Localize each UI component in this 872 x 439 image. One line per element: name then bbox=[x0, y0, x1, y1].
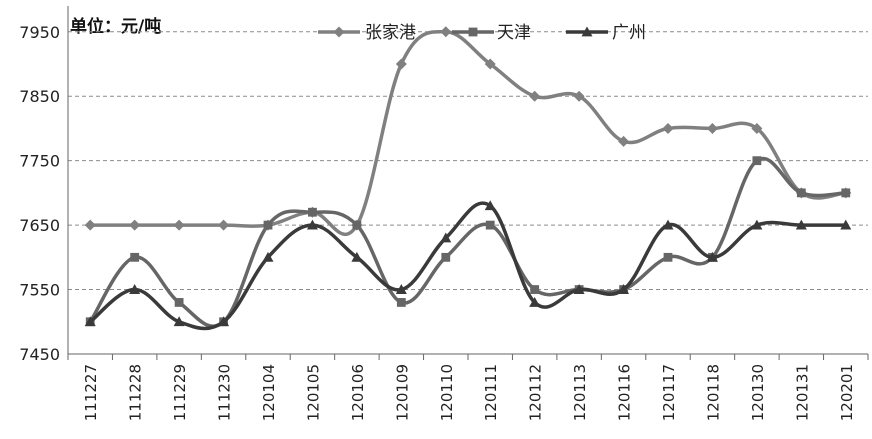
data-point bbox=[796, 188, 806, 198]
legend-item: 天津 bbox=[452, 23, 531, 43]
legend-label: 广州 bbox=[612, 23, 646, 43]
data-point bbox=[441, 252, 451, 262]
x-tick-label: 111229 bbox=[171, 364, 189, 421]
data-point bbox=[263, 220, 273, 230]
y-tick-label: 7450 bbox=[19, 345, 60, 364]
data-point bbox=[173, 316, 185, 327]
data-point bbox=[218, 316, 230, 327]
x-tick-label: 120109 bbox=[393, 364, 411, 421]
legend-label: 天津 bbox=[497, 23, 531, 43]
data-point bbox=[795, 219, 807, 230]
legend: 张家港 天津 广州 bbox=[318, 23, 646, 43]
series-line bbox=[90, 29, 846, 236]
data-point bbox=[706, 251, 718, 262]
data-point bbox=[352, 220, 362, 230]
y-axis-ticks: 7450 7550 7650 7750 7850 7950 bbox=[19, 23, 60, 364]
data-point bbox=[751, 122, 763, 134]
x-tick-label: 120130 bbox=[749, 364, 767, 421]
x-tick-label: 111230 bbox=[216, 364, 234, 421]
data-point bbox=[840, 219, 852, 230]
data-point bbox=[440, 26, 452, 38]
x-tick-label: 120106 bbox=[349, 364, 367, 421]
x-tick-label: 120118 bbox=[704, 364, 722, 421]
series-line bbox=[88, 156, 846, 329]
y-tick-label: 7750 bbox=[19, 152, 60, 171]
data-point bbox=[752, 156, 762, 166]
data-point bbox=[573, 90, 585, 102]
x-tick-label: 120112 bbox=[527, 364, 545, 421]
data-point bbox=[529, 296, 541, 307]
x-tick-label: 120110 bbox=[438, 364, 456, 421]
data-point bbox=[440, 232, 452, 243]
y-tick-label: 7950 bbox=[19, 23, 60, 42]
y-tick-label: 7550 bbox=[19, 281, 60, 300]
legend-marker bbox=[581, 26, 593, 37]
y-tick-label: 7650 bbox=[19, 216, 60, 235]
data-point bbox=[84, 316, 96, 327]
legend-item: 张家港 bbox=[318, 23, 416, 43]
data-point bbox=[262, 251, 274, 262]
x-axis-ticks: 111227 111228 111229 111230 120104 120105 1201… bbox=[67, 354, 869, 421]
x-tick-label: 120111 bbox=[482, 364, 500, 421]
series-line bbox=[89, 201, 846, 331]
series-2 bbox=[84, 200, 852, 331]
y-tick-label: 7850 bbox=[19, 87, 60, 106]
axes bbox=[67, 6, 868, 355]
x-tick-label: 120104 bbox=[260, 364, 278, 421]
data-point bbox=[351, 251, 363, 262]
data-point bbox=[218, 219, 230, 231]
data-point bbox=[841, 188, 851, 198]
x-tick-label: 120105 bbox=[304, 364, 322, 421]
data-point bbox=[662, 219, 674, 230]
data-point bbox=[529, 90, 541, 102]
data-point bbox=[395, 284, 407, 294]
data-point bbox=[84, 219, 96, 231]
legend-item: 广州 bbox=[566, 23, 646, 43]
series-group bbox=[84, 26, 852, 331]
grid-lines bbox=[68, 31, 868, 291]
data-point bbox=[484, 200, 496, 211]
data-point bbox=[173, 219, 185, 231]
data-point bbox=[485, 220, 495, 230]
x-tick-label: 120113 bbox=[571, 364, 589, 421]
x-tick-label: 120201 bbox=[838, 364, 856, 421]
data-point bbox=[129, 284, 141, 294]
x-tick-label: 111227 bbox=[82, 364, 100, 421]
data-point bbox=[706, 122, 718, 134]
legend-marker bbox=[333, 26, 345, 38]
data-point bbox=[174, 298, 184, 307]
x-tick-label: 120117 bbox=[660, 364, 678, 421]
data-point bbox=[308, 207, 317, 217]
x-tick-label: 120131 bbox=[793, 364, 811, 421]
data-point bbox=[129, 219, 141, 231]
data-point bbox=[484, 58, 496, 70]
legend-marker bbox=[468, 27, 478, 37]
data-point bbox=[618, 284, 630, 294]
data-point bbox=[530, 285, 540, 294]
data-point bbox=[751, 219, 763, 230]
data-point bbox=[396, 298, 406, 307]
data-point bbox=[573, 284, 585, 294]
x-tick-label: 120116 bbox=[616, 364, 634, 421]
data-point bbox=[662, 122, 674, 134]
data-point bbox=[663, 252, 673, 262]
legend-label: 张家港 bbox=[365, 23, 416, 43]
x-tick-label: 111228 bbox=[127, 364, 145, 421]
data-point bbox=[306, 219, 318, 230]
data-point bbox=[130, 252, 140, 262]
data-point bbox=[395, 58, 407, 70]
data-point bbox=[618, 135, 630, 147]
